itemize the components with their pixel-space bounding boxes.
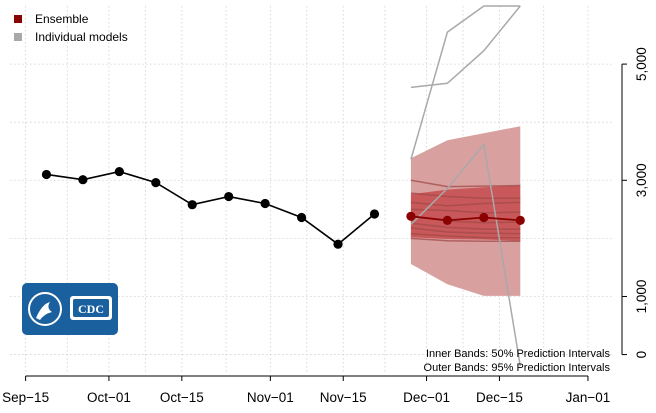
x-tick-label: Sep−15 bbox=[2, 390, 49, 405]
observed-point bbox=[151, 178, 161, 188]
legend-swatch-individual-models bbox=[14, 33, 22, 41]
x-tick-label: Oct−01 bbox=[87, 390, 131, 405]
y-tick-label: 0 bbox=[634, 351, 649, 359]
observed-line bbox=[46, 170, 375, 246]
observed-series bbox=[41, 166, 380, 249]
observed-point bbox=[187, 200, 197, 210]
legend: Ensemble Individual models bbox=[14, 12, 128, 44]
legend-swatch-ensemble bbox=[14, 15, 22, 23]
x-tick-label: Dec−01 bbox=[403, 390, 450, 405]
ensemble-line bbox=[410, 215, 521, 222]
model-line-gray bbox=[410, 5, 521, 89]
hhs-eagle-icon bbox=[36, 302, 52, 320]
ensemble-point bbox=[479, 212, 489, 223]
observed-point bbox=[41, 169, 52, 180]
ensemble-point bbox=[442, 215, 452, 225]
model-line-red bbox=[410, 232, 521, 239]
model-line-red bbox=[410, 227, 521, 235]
ensemble-point bbox=[406, 211, 416, 221]
interval-notes: Inner Bands: 50% Prediction Intervals Ou… bbox=[424, 348, 611, 374]
note-outer-bands: Outer Bands: 95% Prediction Intervals bbox=[424, 362, 611, 374]
x-tick-label: Jan−01 bbox=[566, 390, 611, 405]
model-line-gray bbox=[410, 5, 521, 160]
x-tick-label: Nov−15 bbox=[320, 390, 367, 405]
x-tick-label: Nov−01 bbox=[247, 390, 294, 405]
cdc-logo-text: CDC bbox=[78, 302, 104, 316]
individual-model-lines bbox=[410, 5, 522, 367]
observed-point bbox=[369, 209, 380, 219]
hhs-seal-icon bbox=[28, 292, 62, 326]
x-tick-label: Oct−15 bbox=[160, 390, 204, 405]
model-line-red bbox=[410, 179, 521, 188]
ensemble-series bbox=[406, 211, 525, 225]
legend-label-ensemble: Ensemble bbox=[35, 12, 89, 26]
observed-point bbox=[114, 166, 124, 177]
legend-label-individual-models: Individual models bbox=[35, 30, 128, 44]
observed-point bbox=[296, 212, 307, 223]
ensemble-point bbox=[515, 215, 525, 225]
observed-point bbox=[260, 198, 270, 209]
y-tick-label: 5,000 bbox=[634, 47, 649, 81]
x-axis: Sep−15 Oct−01 Oct−15 Nov−01 Nov−15 Dec−01 Dec−… bbox=[2, 375, 611, 405]
model-line-red bbox=[410, 208, 521, 214]
model-line-gray bbox=[410, 142, 522, 367]
x-tick-label: Dec−15 bbox=[476, 390, 523, 405]
model-line-red bbox=[410, 237, 521, 243]
observed-point bbox=[78, 175, 88, 185]
y-axis: 0 1,000 3,000 5,000 bbox=[621, 47, 649, 359]
cdc-logo: CDC bbox=[22, 283, 118, 335]
observed-point bbox=[224, 191, 234, 202]
cdc-logo-badge-inner bbox=[73, 299, 109, 317]
grid-lines bbox=[10, 6, 614, 372]
model-line-red bbox=[410, 192, 521, 200]
y-tick-label: 1,000 bbox=[634, 280, 649, 314]
observed-point bbox=[333, 239, 343, 249]
note-inner-bands: Inner Bands: 50% Prediction Intervals bbox=[426, 348, 611, 360]
model-line-red bbox=[410, 201, 521, 207]
y-tick-label: 3,000 bbox=[634, 163, 649, 197]
model-line-red bbox=[410, 222, 521, 230]
